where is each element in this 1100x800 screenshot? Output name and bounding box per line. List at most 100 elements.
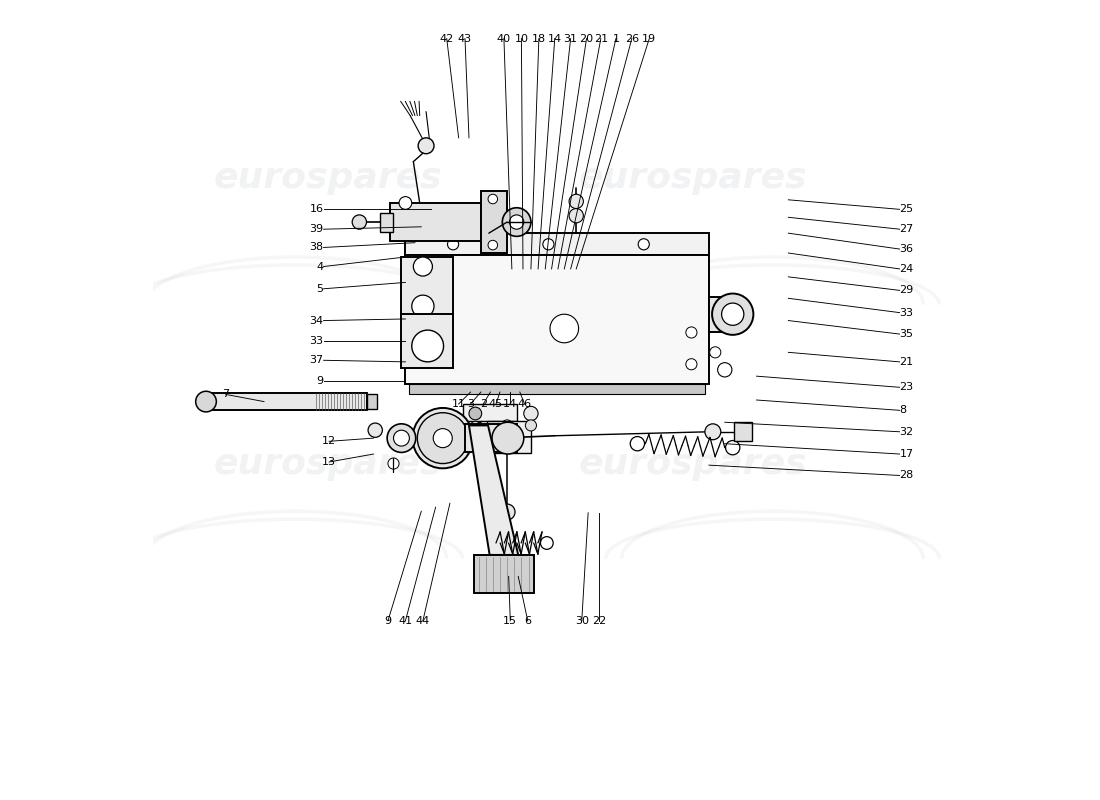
Text: 5: 5 <box>317 284 323 294</box>
Circle shape <box>686 327 697 338</box>
Circle shape <box>412 408 473 468</box>
Circle shape <box>196 391 217 412</box>
Text: 33: 33 <box>309 336 323 346</box>
Text: 33: 33 <box>900 308 914 318</box>
Circle shape <box>712 294 754 335</box>
Circle shape <box>686 358 697 370</box>
Bar <box>379 213 393 231</box>
Circle shape <box>502 420 513 431</box>
Circle shape <box>543 238 554 250</box>
Bar <box>406 255 708 384</box>
Bar <box>463 404 517 422</box>
Bar <box>406 233 708 255</box>
Circle shape <box>399 197 411 210</box>
Bar <box>202 393 367 410</box>
Circle shape <box>722 303 744 326</box>
Text: 12: 12 <box>322 436 337 446</box>
Circle shape <box>550 314 579 342</box>
Bar <box>402 257 453 321</box>
Text: 31: 31 <box>563 34 578 43</box>
Text: 30: 30 <box>575 616 589 626</box>
Bar <box>474 555 535 593</box>
Text: 3: 3 <box>468 399 474 409</box>
Text: 8: 8 <box>900 406 906 415</box>
Text: 20: 20 <box>580 34 594 43</box>
Text: 4: 4 <box>317 262 323 271</box>
Text: 40: 40 <box>497 34 512 43</box>
Text: 25: 25 <box>900 204 914 214</box>
Text: 29: 29 <box>900 286 914 295</box>
Text: eurospares: eurospares <box>213 446 442 481</box>
Text: 45: 45 <box>488 399 503 409</box>
Circle shape <box>502 430 517 446</box>
Circle shape <box>503 208 531 236</box>
Circle shape <box>569 209 583 223</box>
Circle shape <box>710 346 720 358</box>
Text: 41: 41 <box>398 616 412 626</box>
Text: eurospares: eurospares <box>213 161 442 194</box>
Text: 21: 21 <box>900 357 914 367</box>
Circle shape <box>569 194 583 209</box>
Text: 11: 11 <box>452 399 465 409</box>
Text: 16: 16 <box>309 204 323 214</box>
Text: eurospares: eurospares <box>579 446 807 481</box>
Bar <box>465 424 517 453</box>
Circle shape <box>488 240 497 250</box>
Text: 19: 19 <box>642 34 657 43</box>
Text: 22: 22 <box>592 616 606 626</box>
Circle shape <box>492 422 503 433</box>
Text: 10: 10 <box>515 34 528 43</box>
Polygon shape <box>469 426 518 555</box>
Bar <box>487 422 531 454</box>
Text: 6: 6 <box>525 616 531 626</box>
Text: 2: 2 <box>480 399 487 409</box>
Text: 13: 13 <box>322 457 337 467</box>
Text: 35: 35 <box>900 329 914 339</box>
Text: 7: 7 <box>222 390 230 399</box>
Circle shape <box>705 424 720 440</box>
Circle shape <box>492 422 524 454</box>
Text: 39: 39 <box>309 224 323 234</box>
Circle shape <box>368 423 383 438</box>
Text: 32: 32 <box>900 426 914 437</box>
Circle shape <box>526 420 537 431</box>
Bar <box>367 394 377 409</box>
Circle shape <box>388 458 399 469</box>
Text: 44: 44 <box>416 616 430 626</box>
Bar <box>735 422 751 442</box>
Text: 28: 28 <box>900 470 914 481</box>
Circle shape <box>638 238 649 250</box>
Text: 34: 34 <box>309 315 323 326</box>
Circle shape <box>418 138 434 154</box>
Circle shape <box>470 422 481 433</box>
Circle shape <box>411 330 443 362</box>
Text: 21: 21 <box>594 34 608 43</box>
Bar <box>409 384 705 394</box>
Circle shape <box>499 504 515 520</box>
Circle shape <box>433 429 452 448</box>
Text: 37: 37 <box>309 355 323 366</box>
Polygon shape <box>481 191 507 253</box>
Circle shape <box>394 430 409 446</box>
Text: 1: 1 <box>613 34 619 43</box>
Text: 24: 24 <box>900 264 914 274</box>
Circle shape <box>414 257 432 276</box>
Text: 23: 23 <box>900 382 914 392</box>
Text: 17: 17 <box>900 449 914 459</box>
Bar <box>389 203 481 241</box>
Circle shape <box>509 215 524 229</box>
Circle shape <box>417 413 469 463</box>
Text: 38: 38 <box>309 242 323 253</box>
Text: 14: 14 <box>503 399 517 409</box>
Text: 15: 15 <box>504 616 517 626</box>
Text: 27: 27 <box>900 224 914 234</box>
Circle shape <box>524 406 538 421</box>
Text: 9: 9 <box>384 616 392 626</box>
Text: 43: 43 <box>458 34 472 43</box>
Text: 26: 26 <box>625 34 639 43</box>
Circle shape <box>482 426 493 438</box>
Text: 42: 42 <box>440 34 454 43</box>
Text: 46: 46 <box>517 399 531 409</box>
Text: 18: 18 <box>531 34 546 43</box>
Text: 9: 9 <box>317 376 323 386</box>
